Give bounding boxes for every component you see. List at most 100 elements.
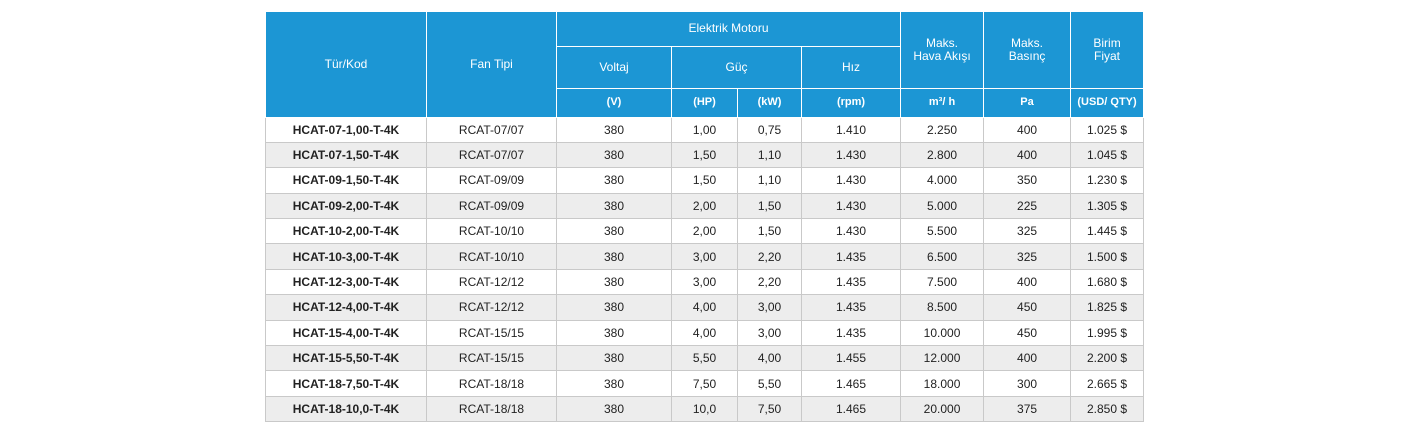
table-row: HCAT-07-1,00-T-4K RCAT-07/07 380 1,00 0,75 1.…: [265, 116, 1145, 143]
table-cell: 4,00: [671, 319, 738, 347]
table-cell: 12.000: [900, 345, 985, 372]
table-cell: 2.250: [900, 116, 985, 143]
table-cell: 375: [983, 395, 1072, 423]
table-cell: HCAT-18-7,50-T-4K: [265, 370, 427, 397]
table-cell: 1,10: [737, 141, 802, 169]
table-cell: 1.435: [800, 243, 902, 270]
unit-cell: (kW): [737, 88, 802, 118]
table-cell: 380: [556, 192, 672, 220]
header-cell: Tür/Kod: [265, 12, 427, 118]
table-cell: 300: [983, 370, 1072, 397]
table-cell: 380: [556, 218, 672, 245]
table-cell: HCAT-07-1,50-T-4K: [265, 141, 427, 169]
unit-cell: (V): [556, 88, 672, 118]
table-row: HCAT-12-4,00-T-4K RCAT-12/12 380 4,00 3,00 1.…: [265, 294, 1145, 321]
table-cell: RCAT-10/10: [426, 243, 557, 270]
table-cell: RCAT-15/15: [426, 345, 557, 372]
table-cell: RCAT-12/12: [426, 268, 557, 296]
table-cell: HCAT-09-2,00-T-4K: [265, 192, 427, 220]
table-cell: 325: [983, 243, 1072, 270]
table-cell: 380: [556, 243, 672, 270]
table-cell: RCAT-07/07: [426, 141, 557, 169]
table-cell: 380: [556, 345, 672, 372]
header-row: (V) (HP) (kW) (rpm) m³/ h Pa (USD/ QTY): [266, 88, 1145, 118]
table-cell: 7.500: [900, 268, 985, 296]
table-cell: 380: [556, 116, 672, 143]
table-cell: 1.465: [800, 370, 902, 397]
header-row: Tür/Kod Fan Tipi Elektrik Motoru Maks. H…: [265, 12, 1145, 118]
table-cell: HCAT-07-1,00-T-4K: [265, 116, 427, 143]
table-cell: 8.500: [900, 294, 985, 321]
table-cell: 1.500 $: [1070, 243, 1145, 270]
table-cell: 380: [556, 370, 672, 397]
table-cell: 2.200 $: [1070, 345, 1145, 372]
table-cell: 380: [556, 167, 672, 194]
table-cell: 1.435: [800, 268, 902, 296]
table-cell: 1.680 $: [1070, 268, 1145, 296]
table-cell: 380: [556, 294, 672, 321]
table-cell: 450: [983, 294, 1072, 321]
unit-cell: Pa: [983, 88, 1072, 118]
table-cell: 400: [983, 116, 1072, 143]
header-cell: Maks. Hava Akışı: [900, 12, 985, 89]
table-cell: 380: [556, 268, 672, 296]
table-cell: 450: [983, 319, 1072, 347]
table-cell: 1.825 $: [1070, 294, 1145, 321]
table-cell: 2,20: [737, 268, 802, 296]
table-cell: 1,50: [737, 218, 802, 245]
table-cell: 1,50: [737, 192, 802, 220]
table-cell: 10,0: [671, 395, 738, 423]
table-cell: 5.500: [900, 218, 985, 245]
table-cell: 2.850 $: [1070, 395, 1145, 423]
table-cell: 3,00: [671, 268, 738, 296]
table-cell: 1,50: [671, 167, 738, 194]
table-cell: 2,00: [671, 192, 738, 220]
table-row: HCAT-18-10,0-T-4K RCAT-18/18 380 10,0 7,50 1.…: [265, 395, 1145, 423]
header-row: Voltaj Güç Hız: [266, 46, 1144, 89]
table-row: HCAT-10-3,00-T-4K RCAT-10/10 380 3,00 2,20 1.…: [265, 243, 1145, 270]
table-cell: 2,00: [671, 218, 738, 245]
table-cell: 1.410: [800, 116, 902, 143]
table-row: HCAT-07-1,50-T-4K RCAT-07/07 380 1,50 1,10 1.…: [265, 141, 1145, 169]
table-cell: RCAT-10/10: [426, 218, 557, 245]
header-cell: Fan Tipi: [426, 12, 557, 118]
table-cell: 325: [983, 218, 1072, 245]
table-cell: 18.000: [900, 370, 985, 397]
table-cell: 5.000: [900, 192, 985, 220]
table-cell: 380: [556, 319, 672, 347]
table-cell: 1,50: [671, 141, 738, 169]
table-cell: HCAT-10-3,00-T-4K: [265, 243, 427, 270]
table-cell: 2.665 $: [1070, 370, 1145, 397]
table-cell: 1.045 $: [1070, 141, 1145, 169]
table-cell: 1.445 $: [1070, 218, 1145, 245]
table-cell: 380: [556, 141, 672, 169]
header-cell: Birim Fiyat: [1070, 12, 1145, 89]
table-cell: RCAT-07/07: [426, 116, 557, 143]
table-cell: 1.025 $: [1070, 116, 1145, 143]
header-group: Elektrik Motoru: [555, 12, 902, 47]
table-cell: 3,00: [671, 243, 738, 270]
table-cell: HCAT-12-4,00-T-4K: [265, 294, 427, 321]
table-cell: 350: [983, 167, 1072, 194]
table-cell: RCAT-09/09: [426, 192, 557, 220]
price-table: Tür/Kod Fan Tipi Elektrik Motoru Maks. H…: [265, 12, 1145, 423]
table-cell: 5,50: [671, 345, 738, 372]
table-row: HCAT-15-5,50-T-4K RCAT-15/15 380 5,50 4,00 1.…: [265, 345, 1145, 372]
table-cell: 225: [983, 192, 1072, 220]
unit-cell: m³/ h: [900, 88, 985, 118]
header-cell: Hız: [800, 46, 902, 89]
table-header: Tür/Kod Fan Tipi Elektrik Motoru Maks. H…: [265, 12, 1145, 118]
table-cell: 3,00: [737, 294, 802, 321]
table-cell: 380: [556, 395, 672, 423]
table-cell: RCAT-15/15: [426, 319, 557, 347]
table-cell: RCAT-09/09: [426, 167, 557, 194]
table-cell: 0,75: [737, 116, 802, 143]
table-row: HCAT-18-7,50-T-4K RCAT-18/18 380 7,50 5,50 1.…: [265, 370, 1145, 397]
table-row: HCAT-12-3,00-T-4K RCAT-12/12 380 3,00 2,20 1.…: [265, 268, 1145, 296]
unit-cell: (HP): [671, 88, 738, 118]
table-cell: 1,00: [671, 116, 738, 143]
table-cell: 1,10: [737, 167, 802, 194]
table-cell: 4,00: [671, 294, 738, 321]
table-row: HCAT-15-4,00-T-4K RCAT-15/15 380 4,00 3,00 1.…: [265, 319, 1145, 347]
table-cell: 7,50: [737, 395, 802, 423]
